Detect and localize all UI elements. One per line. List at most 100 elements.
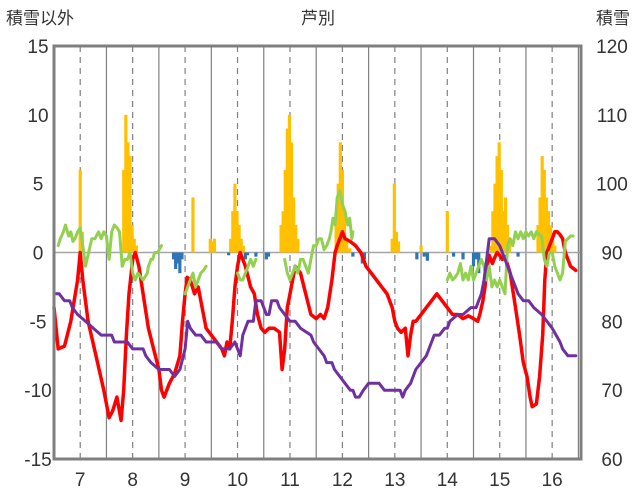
left-tick-label: -15 xyxy=(24,450,51,471)
precip-bar xyxy=(231,211,235,253)
negative-bar xyxy=(176,252,180,264)
purple-series-line xyxy=(52,237,578,399)
negative-bar xyxy=(245,252,250,256)
negative-bar xyxy=(415,252,419,260)
left-tick-label: -10 xyxy=(24,381,51,402)
precip-bar xyxy=(191,197,195,253)
precip-bar xyxy=(292,197,296,253)
negative-bar xyxy=(362,252,367,260)
green-series-line xyxy=(56,189,575,296)
precip-bar xyxy=(124,114,128,253)
precip-bar xyxy=(78,169,82,253)
x-tick-label: 10 xyxy=(227,470,248,491)
precip-bar xyxy=(505,224,510,253)
precip-bar xyxy=(334,224,338,253)
right-tick-label: 60 xyxy=(601,450,622,471)
right-tick-label: 100 xyxy=(596,175,628,196)
precipitation-bars xyxy=(78,114,557,274)
precip-bar xyxy=(501,211,505,253)
precip-bar xyxy=(538,197,542,253)
precip-bar xyxy=(340,169,345,253)
axis-ticks: 15 10 5 0 -5 -10 -15 120 110 100 90 80 70 60 7 8 9 10 11 12… xyxy=(24,37,628,491)
precip-bar xyxy=(134,245,138,253)
negative-bar xyxy=(171,252,176,260)
negative-bar xyxy=(451,252,456,257)
precip-bar xyxy=(283,169,287,253)
precip-bar xyxy=(491,211,495,253)
precip-bar xyxy=(497,142,501,253)
precip-bar xyxy=(540,156,544,253)
precip-bar xyxy=(233,183,237,253)
precip-bar xyxy=(392,183,396,253)
chart-title: 芦別 xyxy=(301,9,335,29)
x-tick-label: 14 xyxy=(437,470,459,491)
negative-bar xyxy=(180,252,184,260)
precip-bar xyxy=(128,156,132,253)
precip-bar xyxy=(493,183,497,253)
precip-bar xyxy=(536,224,540,253)
precip-bar xyxy=(241,245,245,253)
x-tick-label: 12 xyxy=(332,470,353,491)
left-tick-label: 15 xyxy=(27,37,48,58)
precip-bar xyxy=(132,238,136,253)
negative-bar xyxy=(174,252,178,270)
precip-bar xyxy=(289,142,294,253)
precip-bar xyxy=(553,245,557,253)
precip-bar xyxy=(394,231,399,253)
left-tick-label: 5 xyxy=(33,175,44,196)
precip-bar xyxy=(348,248,352,253)
precip-bar xyxy=(551,238,555,253)
x-tick-label: 9 xyxy=(180,470,191,491)
precip-bar xyxy=(508,238,512,253)
left-tick-label: 0 xyxy=(33,244,44,265)
right-tick-label: 80 xyxy=(601,312,622,333)
x-tick-label: 16 xyxy=(542,470,563,491)
precip-bar xyxy=(279,224,283,253)
right-tick-label: 70 xyxy=(601,381,622,402)
precip-bar xyxy=(396,241,401,253)
left-tick-label: 10 xyxy=(27,106,48,127)
precip-bar xyxy=(390,238,394,253)
x-tick-label: 13 xyxy=(384,470,405,491)
precip-bar xyxy=(285,128,289,253)
negative-bar xyxy=(243,252,247,260)
precip-bar xyxy=(208,238,212,253)
right-tick-label: 120 xyxy=(596,37,628,58)
x-tick-label: 8 xyxy=(127,470,138,491)
precip-bar xyxy=(499,169,503,253)
left-tick-label: -5 xyxy=(30,312,47,333)
precip-bar xyxy=(294,224,298,253)
precip-bar xyxy=(122,169,126,253)
precip-bar xyxy=(342,211,347,253)
precip-bar xyxy=(542,169,546,253)
plot-frame xyxy=(52,44,583,461)
precip-bar xyxy=(229,238,233,253)
precip-bar xyxy=(336,183,340,253)
precip-bar xyxy=(546,211,551,253)
precip-bar xyxy=(126,142,130,253)
precip-bar xyxy=(296,238,300,253)
precip-bar xyxy=(287,114,292,253)
x-tick-label: 15 xyxy=(489,470,510,491)
precip-bar xyxy=(445,211,449,253)
precip-bar xyxy=(544,197,548,253)
precip-bar xyxy=(419,245,423,253)
negative-bar xyxy=(266,252,271,257)
precip-bar xyxy=(281,211,285,253)
precip-bar xyxy=(212,238,217,253)
right-tick-label: 90 xyxy=(601,244,622,265)
negative-bar xyxy=(461,252,465,260)
right-axis-label: 積雪 xyxy=(596,9,630,29)
precip-bar xyxy=(503,197,508,253)
precip-bar xyxy=(489,245,493,253)
negative-bar xyxy=(425,252,429,261)
negative-bar xyxy=(264,252,268,260)
negative-bar xyxy=(516,252,520,257)
right-tick-label: 110 xyxy=(597,106,627,127)
negative-bar xyxy=(471,252,476,267)
left-axis-label: 積雪以外 xyxy=(6,9,74,29)
precip-bar xyxy=(237,224,241,253)
precip-bar xyxy=(345,238,349,253)
negative-bar xyxy=(351,252,355,257)
